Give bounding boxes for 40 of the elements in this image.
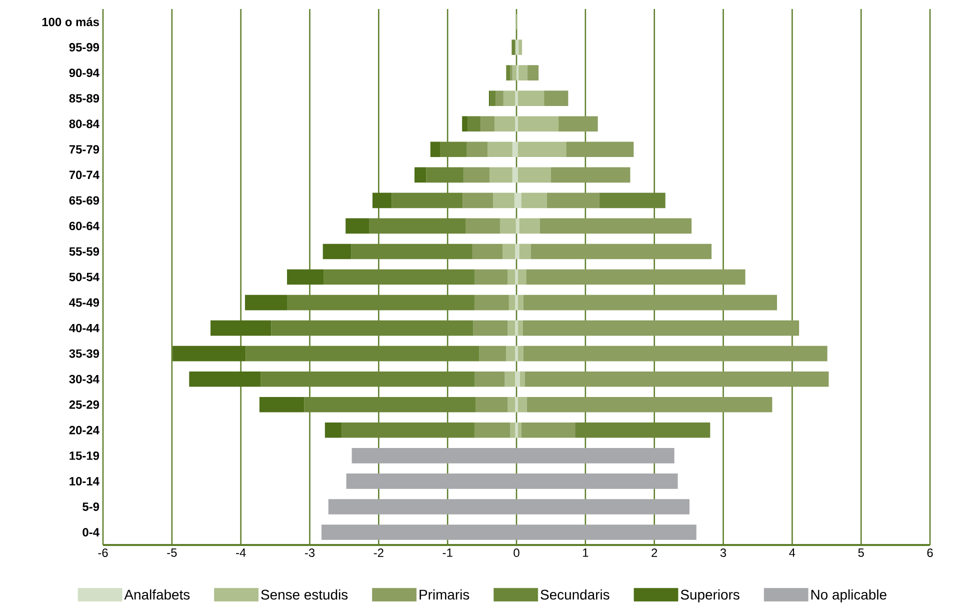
- y-tick-label: 90-94: [69, 68, 100, 78]
- x-tick-label: -1: [442, 548, 452, 557]
- y-tick-label: 75-79: [69, 145, 100, 154]
- x-tick-label: 4: [789, 548, 796, 557]
- x-tick-label: 0: [514, 548, 520, 557]
- legend-label: Secundaris: [540, 589, 610, 600]
- y-tick-label: 60-64: [69, 222, 100, 230]
- y-tick-label: 55-59: [69, 247, 100, 256]
- x-tick-label: 1: [583, 548, 588, 557]
- x-tick-label: -6: [98, 548, 108, 557]
- x-tick-label: -2: [374, 548, 384, 557]
- y-tick-label: 50-54: [69, 272, 100, 282]
- y-tick-label: 45-49: [69, 298, 100, 307]
- y-tick-label: 5-9: [82, 502, 100, 511]
- y-tick-label: 20-24: [69, 426, 100, 434]
- y-tick-label: 65-69: [69, 196, 100, 205]
- x-tick-label: 3: [720, 548, 726, 557]
- legend-label: Sense estudis: [261, 589, 348, 600]
- legend-label: Superiors: [680, 589, 740, 602]
- y-tick-label: 0-4: [82, 528, 100, 536]
- y-tick-label: 70-74: [69, 170, 100, 180]
- y-tick-label: 85-89: [69, 94, 100, 103]
- x-tick-label: -3: [304, 548, 315, 557]
- x-tick-label: -4: [236, 548, 246, 557]
- x-tick-label: -5: [167, 548, 177, 557]
- y-tick-label: 15-19: [70, 451, 100, 460]
- y-tick-label: 80-84: [69, 120, 100, 128]
- y-tick-label: 10-14: [70, 476, 100, 486]
- legend-label: No aplicable: [811, 589, 886, 602]
- x-tick-label: 6: [927, 548, 933, 557]
- x-tick-label: 2: [652, 548, 658, 557]
- legend-label: Primaris: [420, 589, 470, 600]
- y-tick-label: 95-99: [69, 43, 100, 52]
- y-tick-label: 30-34: [69, 374, 100, 384]
- y-tick-label: 40-44: [69, 324, 100, 332]
- y-tick-label: 100 o más: [42, 17, 99, 26]
- x-tick-label: 5: [858, 548, 864, 557]
- y-tick-label: 25-29: [69, 400, 100, 409]
- y-tick-label: 35-39: [69, 349, 100, 358]
- legend-label: Analfabets: [124, 589, 190, 600]
